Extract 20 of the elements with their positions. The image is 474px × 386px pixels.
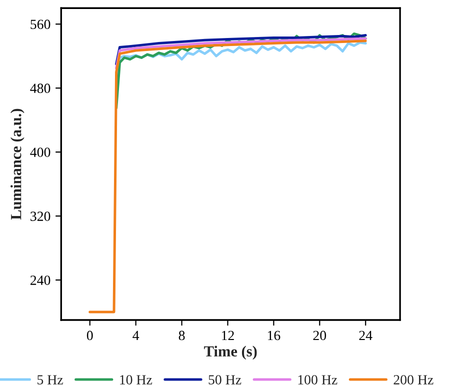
legend-label: 50 Hz [208, 375, 242, 384]
x-tick-label: 4 [132, 330, 140, 340]
legend-label: 5 Hz [38, 375, 63, 384]
y-tick-label: 480 [30, 84, 50, 94]
y-tick-label: 320 [30, 212, 50, 221]
y-tick-label: 240 [30, 276, 50, 285]
legend-label: 200 Hz [394, 375, 434, 384]
x-tick-label: 8 [178, 330, 185, 340]
x-tick-label: 12 [222, 330, 234, 340]
y-axis-title: Luminance (a.u.) [10, 108, 24, 220]
legend-label: 10 Hz [120, 375, 152, 384]
y-tick-label: 560 [30, 20, 50, 30]
x-tick-label: 16 [268, 330, 280, 340]
line-series [88, 40, 367, 314]
x-tick-label: 24 [359, 330, 372, 340]
legend-label: 100 Hz [298, 375, 338, 384]
x-tick-label: 20 [313, 330, 326, 340]
y-tick-label: 400 [30, 148, 50, 158]
x-tick-label: 0 [86, 330, 93, 340]
x-axis-title: Time (s) [204, 346, 257, 360]
